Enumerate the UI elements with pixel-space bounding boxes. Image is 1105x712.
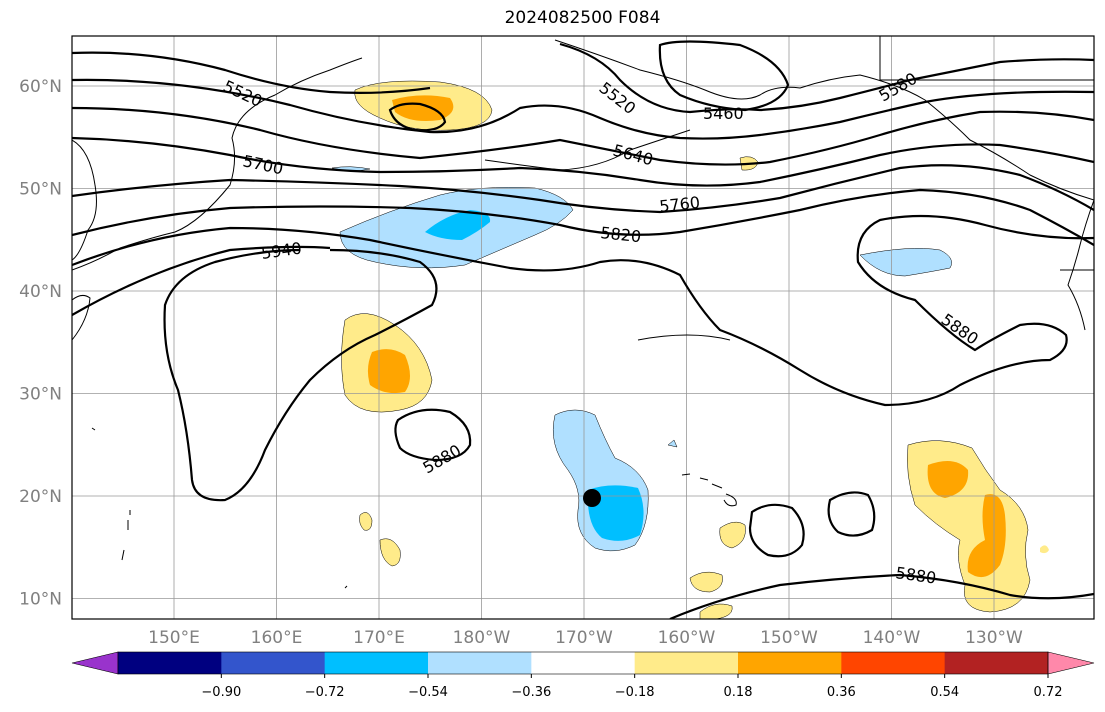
contour-label: 5520 (220, 76, 265, 110)
longitude-label: 170°W (555, 628, 613, 648)
contour-line (72, 78, 1094, 140)
positive-anomaly-core (927, 461, 969, 498)
colorbar-tick-label: 0.72 (1034, 685, 1063, 700)
map-frame (71, 35, 1095, 620)
contour-line (72, 188, 1094, 246)
contour-label: 5640 (611, 141, 655, 170)
colorbar-segment (841, 652, 946, 674)
contour-line (72, 51, 431, 94)
colorbar-extend-high (1047, 651, 1095, 675)
contour-line (72, 245, 331, 316)
contour-label: 5760 (658, 193, 700, 216)
latitude-label: 10°N (19, 590, 62, 610)
latitude-label: 40°N (19, 282, 62, 302)
contour-label: 5580 (876, 69, 921, 106)
contour-line (163, 248, 438, 502)
colorbar-outline (117, 651, 1049, 675)
positive-anomaly-area (719, 521, 746, 549)
positive-anomaly-core (392, 95, 454, 121)
colorbar-tick-label: −0.18 (615, 685, 655, 700)
longitude-labels: 150°E 160°E 170°E 180°W 170°W 160°W 150°W 140°W… (148, 628, 1023, 648)
positive-anomaly-area (689, 571, 723, 593)
contour-line (669, 573, 1094, 619)
longitude-label: 170°E (353, 628, 405, 648)
contour-line (827, 491, 876, 537)
longitude-label: 140°W (863, 628, 921, 648)
negative-anomaly-area (667, 439, 678, 448)
contour-line (388, 102, 447, 132)
positive-anomaly-area (359, 512, 373, 531)
map-title: 2024082500 F084 (504, 8, 661, 28)
positive-anomaly-area (1040, 545, 1049, 554)
longitude-label: 160°W (658, 628, 716, 648)
longitude-label: 160°E (251, 628, 303, 648)
longitude-label: 150°W (760, 628, 818, 648)
longitude-label: 130°W (965, 628, 1023, 648)
contour-line (748, 503, 805, 558)
colorbar-segment (324, 652, 429, 674)
negative-anomaly-area (859, 248, 952, 277)
colorbar-tick-label: 0.18 (724, 685, 753, 700)
colorbar-tick-label: −0.72 (305, 685, 345, 700)
latitude-label: 20°N (19, 487, 62, 507)
positive-anomaly-area (379, 538, 401, 567)
positive-anomaly-core (967, 494, 1006, 578)
longitude-label: 180°W (453, 628, 511, 648)
latitude-labels: 60°N 50°N 40°N 30°N 20°N 10°N (19, 77, 62, 610)
contour-label: 5880 (938, 310, 982, 349)
contour-line (559, 42, 1094, 114)
contour-line (72, 164, 1094, 214)
colorbar-tick-label: −0.90 (201, 685, 241, 700)
contour-line (394, 408, 472, 462)
colorbar-segment (428, 652, 532, 674)
colorbar-tick-label: 0.36 (827, 685, 856, 700)
negative-anomaly-core (425, 210, 491, 240)
contour-label: 5460 (703, 104, 744, 123)
latitude-label: 50°N (19, 180, 62, 200)
colorbar-segment (118, 652, 222, 674)
colorbar-segment (634, 652, 739, 674)
contour-label: 5520 (596, 78, 640, 118)
colorbar-tick-label: 0.54 (930, 685, 959, 700)
contour-label: 5940 (260, 238, 303, 262)
gridlines (72, 36, 1094, 619)
positive-anomaly-area (699, 603, 733, 619)
contour-line (72, 214, 1094, 407)
colorbar-segment (531, 652, 636, 674)
contour-label: 5820 (600, 223, 642, 246)
latitude-label: 30°N (19, 385, 62, 405)
contour-label: 5700 (241, 151, 285, 178)
colorbar-segment (221, 652, 326, 674)
contour-label: 5880 (420, 441, 465, 478)
colorbar (71, 651, 1095, 675)
colorbar-tick-label: −0.54 (408, 685, 448, 700)
contour-line (72, 106, 1094, 166)
colorbar-segment (944, 652, 1049, 674)
colorbar-segment (738, 652, 842, 674)
contour-label: 5880 (894, 563, 937, 587)
negative-anomaly-core (587, 485, 644, 541)
shaded-anomaly-areas (331, 80, 1049, 619)
positive-anomaly-core (367, 349, 410, 394)
storm-marker (583, 489, 601, 507)
contour-line (72, 136, 1094, 187)
colorbar-tick-label: −0.36 (511, 685, 551, 700)
colorbar-tick-labels: −0.90 −0.72 −0.54 −0.36 −0.18 0.18 0.36 0.54 0.7… (201, 674, 1063, 700)
latitude-label: 60°N (19, 77, 62, 97)
contour-line (658, 40, 790, 112)
colorbar-extend-low (71, 651, 119, 675)
longitude-label: 150°E (148, 628, 200, 648)
height-contours (72, 40, 1094, 619)
